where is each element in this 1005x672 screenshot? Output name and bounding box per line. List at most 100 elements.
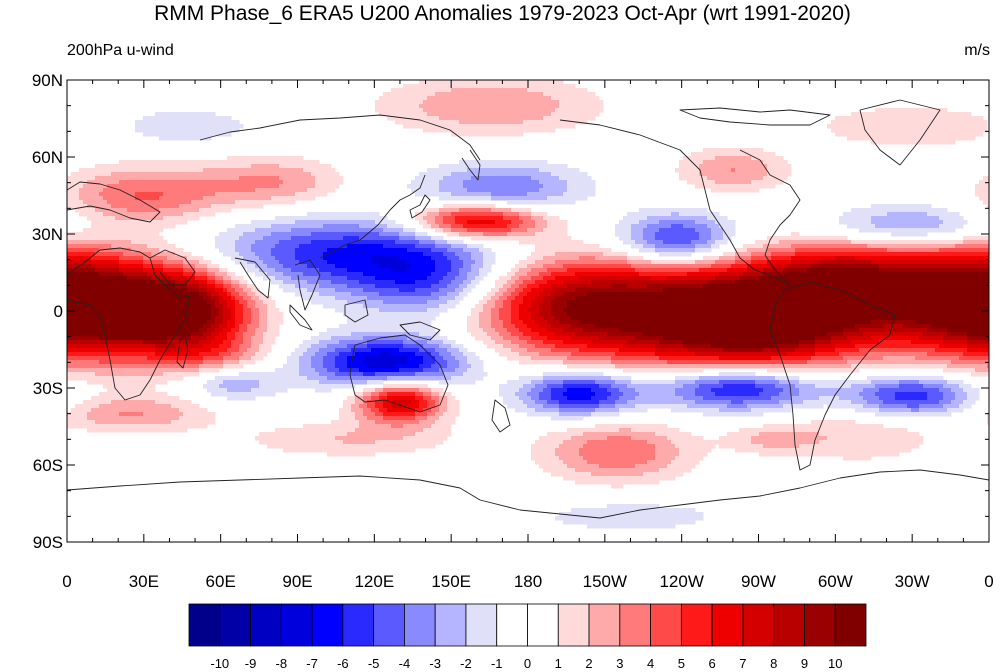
field-cell bbox=[135, 192, 140, 197]
field-cell bbox=[91, 280, 96, 285]
field-cell bbox=[315, 448, 320, 453]
field-cell bbox=[343, 280, 348, 285]
field-cell bbox=[183, 348, 188, 353]
field-cell bbox=[143, 264, 148, 269]
field-cell bbox=[211, 392, 216, 397]
field-cell bbox=[327, 340, 332, 345]
field-cell bbox=[171, 244, 176, 249]
field-cell bbox=[239, 168, 244, 173]
field-cell bbox=[171, 132, 176, 137]
field-cell bbox=[267, 228, 272, 233]
field-cell bbox=[231, 304, 236, 309]
field-cell bbox=[235, 384, 240, 389]
field-cell bbox=[131, 312, 136, 317]
field-cell bbox=[263, 188, 268, 193]
field-cell bbox=[103, 260, 108, 265]
field-cell bbox=[175, 372, 180, 377]
field-cell bbox=[403, 332, 408, 337]
field-cell bbox=[359, 352, 364, 357]
field-cell bbox=[135, 388, 140, 393]
field-cell bbox=[255, 292, 260, 297]
field-cell bbox=[295, 268, 300, 273]
field-cell bbox=[223, 232, 228, 237]
field-cell bbox=[239, 172, 244, 177]
field-cell bbox=[143, 308, 148, 313]
field-cell bbox=[139, 380, 144, 385]
field-cell bbox=[95, 192, 100, 197]
field-cell bbox=[171, 344, 176, 349]
field-cell bbox=[247, 284, 252, 289]
field-cell bbox=[367, 264, 372, 269]
field-cell bbox=[379, 356, 384, 361]
field-cell bbox=[199, 268, 204, 273]
field-cell bbox=[271, 164, 276, 169]
field-cell bbox=[115, 300, 120, 305]
field-cell bbox=[135, 276, 140, 281]
field-cell bbox=[255, 252, 260, 257]
field-cell bbox=[127, 264, 132, 269]
field-cell bbox=[151, 356, 156, 361]
field-cell bbox=[83, 368, 88, 373]
field-cell bbox=[171, 328, 176, 333]
field-cell bbox=[259, 176, 264, 181]
field-cell bbox=[195, 356, 200, 361]
field-cell bbox=[111, 224, 116, 229]
field-cell bbox=[311, 212, 316, 217]
field-cell bbox=[243, 328, 248, 333]
field-cell bbox=[135, 264, 140, 269]
field-cell bbox=[331, 260, 336, 265]
field-cell bbox=[359, 444, 364, 449]
field-cell bbox=[287, 276, 292, 281]
field-cell bbox=[167, 296, 172, 301]
field-cell bbox=[135, 412, 140, 417]
field-cell bbox=[75, 288, 80, 293]
field-cell bbox=[167, 280, 172, 285]
field-cell bbox=[323, 388, 328, 393]
field-cell bbox=[371, 436, 376, 441]
field-cell bbox=[71, 240, 76, 245]
field-cell bbox=[107, 288, 112, 293]
field-cell bbox=[215, 388, 220, 393]
field-cell bbox=[91, 368, 96, 373]
field-cell bbox=[339, 304, 344, 309]
field-cell bbox=[259, 248, 264, 253]
field-cell bbox=[99, 332, 104, 337]
field-cell bbox=[267, 244, 272, 249]
field-cell bbox=[151, 244, 156, 249]
field-cell bbox=[87, 336, 92, 341]
field-cell bbox=[275, 252, 280, 257]
field-cell bbox=[307, 256, 312, 261]
field-cell bbox=[139, 376, 144, 381]
field-cell bbox=[155, 200, 160, 205]
field-cell bbox=[175, 192, 180, 197]
field-cell bbox=[255, 240, 260, 245]
field-cell bbox=[191, 348, 196, 353]
field-cell bbox=[299, 352, 304, 357]
field-cell bbox=[143, 216, 148, 221]
field-cell bbox=[319, 240, 324, 245]
field-cell bbox=[151, 404, 156, 409]
field-cell bbox=[79, 172, 84, 177]
field-cell bbox=[155, 316, 160, 321]
field-cell bbox=[395, 280, 400, 285]
field-cell bbox=[231, 180, 236, 185]
field-cell bbox=[123, 244, 128, 249]
field-cell bbox=[387, 92, 392, 97]
field-cell bbox=[295, 184, 300, 189]
field-cell bbox=[299, 448, 304, 453]
field-cell bbox=[219, 312, 224, 317]
field-cell bbox=[243, 284, 248, 289]
field-cell bbox=[307, 428, 312, 433]
field-cell bbox=[271, 244, 276, 249]
field-cell bbox=[207, 320, 212, 325]
field-cell bbox=[223, 280, 228, 285]
field-cell bbox=[251, 300, 256, 305]
field-cell bbox=[315, 376, 320, 381]
field-cell bbox=[331, 212, 336, 217]
field-cell bbox=[319, 384, 324, 389]
field-cell bbox=[175, 196, 180, 201]
field-cell bbox=[191, 364, 196, 369]
field-cell bbox=[155, 160, 160, 165]
field-cell bbox=[111, 172, 116, 177]
field-cell bbox=[355, 336, 360, 341]
